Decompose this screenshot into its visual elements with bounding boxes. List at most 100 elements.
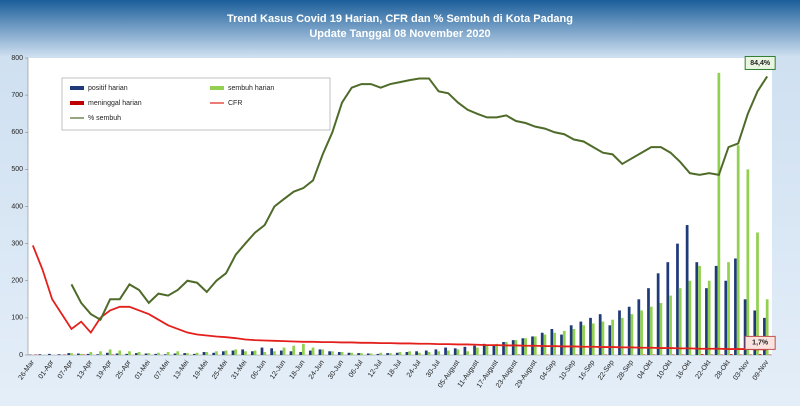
bar bbox=[572, 329, 576, 355]
bar bbox=[630, 314, 634, 355]
bar bbox=[108, 349, 112, 355]
legend-label: sembuh harian bbox=[228, 85, 274, 92]
bar bbox=[736, 145, 740, 355]
y-tick-label: 800 bbox=[11, 55, 23, 62]
bar bbox=[163, 354, 167, 355]
bar bbox=[475, 347, 479, 355]
bar bbox=[743, 299, 747, 355]
bar bbox=[676, 243, 679, 355]
line bbox=[70, 75, 769, 322]
value-label: 1,7% bbox=[752, 340, 769, 347]
y-tick-label: 700 bbox=[11, 92, 23, 99]
bar bbox=[192, 353, 196, 355]
bar bbox=[263, 352, 267, 355]
bar bbox=[618, 310, 621, 355]
bar bbox=[292, 345, 296, 355]
value-label: 84,4% bbox=[750, 60, 771, 67]
bar bbox=[521, 338, 525, 355]
bar bbox=[154, 353, 158, 355]
bar bbox=[427, 352, 431, 355]
bar bbox=[166, 352, 170, 355]
y-tick-label: 0 bbox=[19, 352, 23, 359]
bar bbox=[77, 353, 80, 355]
bar bbox=[328, 351, 331, 355]
bar bbox=[753, 310, 757, 355]
bar bbox=[424, 350, 428, 355]
bar bbox=[234, 349, 238, 355]
bar bbox=[444, 347, 447, 355]
bar bbox=[330, 351, 334, 355]
bar bbox=[308, 350, 312, 355]
bar bbox=[591, 323, 595, 355]
bar bbox=[253, 350, 257, 355]
bar bbox=[125, 353, 129, 355]
bar bbox=[727, 262, 730, 355]
y-tick-label: 100 bbox=[11, 315, 23, 322]
bar bbox=[137, 352, 141, 355]
bar bbox=[560, 334, 563, 355]
y-tick-label: 300 bbox=[11, 240, 23, 247]
bar bbox=[86, 353, 90, 355]
legend-swatch bbox=[210, 86, 224, 90]
bar bbox=[637, 299, 641, 355]
bar bbox=[270, 348, 274, 355]
bar bbox=[598, 314, 602, 355]
bar bbox=[589, 317, 592, 355]
bar bbox=[376, 353, 380, 355]
bar bbox=[482, 343, 486, 355]
bar bbox=[195, 352, 199, 355]
bar bbox=[562, 330, 566, 355]
bar bbox=[70, 353, 73, 355]
bar bbox=[79, 353, 83, 355]
value-label-box bbox=[744, 335, 776, 350]
legend-swatch bbox=[70, 86, 84, 90]
bar bbox=[434, 349, 438, 355]
bar bbox=[746, 169, 750, 355]
bar bbox=[386, 353, 389, 355]
bar bbox=[466, 351, 470, 355]
bar bbox=[260, 347, 264, 355]
bar bbox=[579, 321, 583, 355]
y-tick-label: 200 bbox=[11, 278, 23, 285]
bar bbox=[96, 354, 100, 355]
legend bbox=[61, 77, 331, 131]
bar bbox=[415, 351, 418, 355]
bar bbox=[212, 352, 216, 355]
bar bbox=[495, 343, 498, 355]
y-tick-label: 600 bbox=[11, 129, 23, 136]
bar bbox=[608, 325, 612, 355]
bar bbox=[446, 350, 450, 355]
bar bbox=[550, 329, 554, 355]
bar bbox=[244, 351, 247, 355]
bar bbox=[756, 232, 759, 355]
bar bbox=[611, 319, 614, 355]
bar bbox=[485, 345, 489, 355]
bar bbox=[231, 350, 235, 355]
bar bbox=[408, 351, 412, 355]
bar bbox=[289, 351, 293, 355]
bar bbox=[186, 353, 189, 355]
bar bbox=[758, 354, 762, 355]
bar bbox=[224, 350, 228, 355]
bar bbox=[417, 352, 421, 355]
bar bbox=[707, 280, 711, 355]
bar bbox=[369, 353, 373, 355]
bar bbox=[620, 317, 624, 355]
bar bbox=[765, 299, 769, 355]
bar bbox=[347, 352, 351, 355]
bar bbox=[359, 353, 363, 355]
legend-label: meninggal harian bbox=[88, 100, 142, 107]
chart-subtitle: Update Tanggal 08 November 2020 bbox=[309, 28, 490, 40]
bar bbox=[729, 354, 733, 355]
bar bbox=[67, 353, 71, 355]
bar bbox=[734, 258, 737, 355]
bar bbox=[659, 303, 663, 355]
bar bbox=[221, 351, 225, 355]
bar bbox=[115, 353, 119, 355]
bar bbox=[492, 344, 496, 355]
bar bbox=[318, 349, 322, 355]
bar bbox=[89, 352, 93, 355]
bar bbox=[437, 351, 441, 355]
bar bbox=[405, 352, 409, 355]
